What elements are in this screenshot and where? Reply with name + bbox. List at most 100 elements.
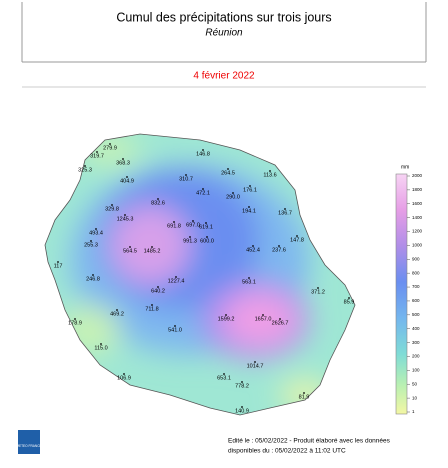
- logo-text: METEO FRANCE: [16, 444, 41, 448]
- station-value: 691.8: [167, 223, 181, 229]
- station-dot: [206, 236, 208, 238]
- colorbar-label: 1: [412, 409, 415, 414]
- station-value: 194.1: [242, 208, 256, 214]
- station-value: 1657.0: [255, 316, 272, 322]
- colorbar-label: 100: [412, 368, 420, 373]
- station-dot: [192, 220, 194, 222]
- station-dot: [248, 277, 250, 279]
- station-value: 2626.7: [272, 320, 289, 326]
- colorbar-label: 200: [412, 354, 420, 359]
- station-dot: [303, 392, 305, 394]
- colorbar-label: 300: [412, 340, 420, 345]
- colorbar-label: 2000: [412, 173, 423, 178]
- station-value: 541.0: [168, 327, 182, 333]
- station-value: 778.2: [235, 383, 249, 389]
- station-dot: [173, 221, 175, 223]
- station-value: 140.9: [235, 408, 249, 414]
- footer-line: Edité le : 05/02/2022 - Produit élaboré …: [228, 438, 391, 445]
- colorbar-label: 1000: [412, 243, 423, 248]
- station-dot: [205, 222, 207, 224]
- station-dot: [317, 287, 319, 289]
- station-value: 711.8: [145, 306, 158, 312]
- station-dot: [248, 206, 250, 208]
- station-value: 600.0: [200, 238, 214, 244]
- station-dot: [241, 406, 243, 408]
- station-value: 117: [54, 263, 63, 269]
- station-value: 368.3: [116, 160, 130, 166]
- colorbar-label: 1800: [412, 187, 423, 192]
- station-value: 991.3: [183, 238, 197, 244]
- station-dot: [296, 235, 298, 237]
- station-value: 493.4: [89, 230, 103, 236]
- station-dot: [157, 198, 159, 200]
- colorbar-label: 800: [412, 270, 420, 275]
- station-value: 1485.2: [144, 248, 161, 254]
- station-dot: [202, 149, 204, 151]
- precip-field: [45, 134, 355, 415]
- station-value: 178.9: [68, 320, 82, 326]
- station-dot: [124, 214, 126, 216]
- station-dot: [227, 168, 229, 170]
- title: Cumul des précipitations sur trois jours: [116, 10, 331, 24]
- colorbar-label: 400: [412, 326, 420, 331]
- station-value: 290.0: [226, 194, 240, 200]
- station-dot: [84, 165, 86, 167]
- station-dot: [126, 176, 128, 178]
- station-dot: [223, 373, 225, 375]
- station-value: 472.1: [196, 190, 210, 196]
- station-dot: [284, 208, 286, 210]
- station-dot: [232, 192, 234, 194]
- colorbar-label: 500: [412, 312, 420, 317]
- station-value: 246.8: [86, 276, 100, 282]
- station-dot: [122, 158, 124, 160]
- station-dot: [123, 373, 125, 375]
- station-dot: [189, 236, 191, 238]
- station-value: 329.8: [105, 206, 119, 212]
- station-dot: [96, 151, 98, 153]
- station-value: 147.8: [290, 237, 304, 243]
- logo: [18, 430, 40, 454]
- station-dot: [129, 246, 131, 248]
- station-value: 85.9: [344, 299, 355, 305]
- colorbar-label: 50: [412, 381, 418, 386]
- station-value: 619.1: [199, 224, 213, 230]
- station-value: 469.2: [110, 311, 124, 317]
- station-value: 371.2: [311, 289, 325, 295]
- station-dot: [57, 261, 59, 263]
- station-dot: [100, 343, 102, 345]
- station-dot: [348, 297, 350, 299]
- station-value: 310.7: [179, 176, 193, 182]
- colorbar-label: 600: [412, 298, 420, 303]
- station-dot: [95, 228, 97, 230]
- station-value: 255.3: [84, 242, 98, 248]
- station-dot: [151, 246, 153, 248]
- subtitle: Réunion: [205, 28, 243, 39]
- station-value: 1599.2: [218, 316, 235, 322]
- station-dot: [175, 276, 177, 278]
- station-value: 832.6: [151, 200, 165, 206]
- colorbar-unit: mm: [401, 164, 409, 170]
- station-value: 319.7: [90, 153, 104, 159]
- station-value: 640.2: [151, 288, 165, 294]
- colorbar-label: 1600: [412, 201, 423, 206]
- station-value: 563.1: [242, 279, 256, 285]
- station-value: 404.9: [120, 178, 134, 184]
- colorbar-label: 1200: [412, 229, 423, 234]
- station-value: 176.1: [243, 187, 257, 193]
- station-dot: [249, 185, 251, 187]
- station-dot: [116, 309, 118, 311]
- date: 4 février 2022: [193, 71, 255, 82]
- station-dot: [202, 188, 204, 190]
- station-dot: [252, 245, 254, 247]
- station-value: 115.0: [94, 345, 107, 351]
- station-dot: [174, 325, 176, 327]
- station-value: 264.5: [221, 170, 235, 176]
- station-value: 106.9: [117, 375, 131, 381]
- station-value: 1245.3: [117, 216, 134, 222]
- station-dot: [254, 361, 256, 363]
- station-dot: [225, 314, 227, 316]
- colorbar-label: 700: [412, 284, 420, 289]
- station-dot: [262, 314, 264, 316]
